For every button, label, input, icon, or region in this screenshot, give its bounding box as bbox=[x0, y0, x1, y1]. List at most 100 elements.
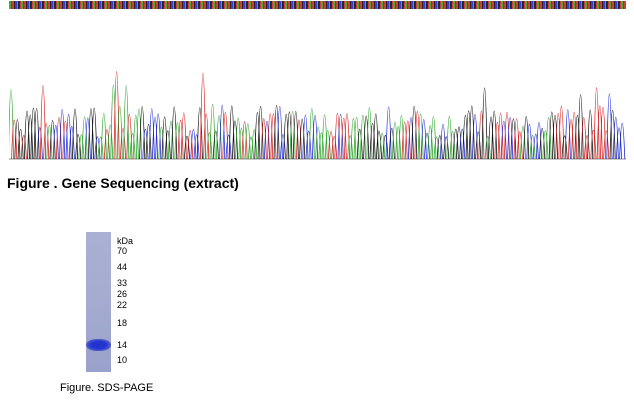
marker-label-18: 18 bbox=[117, 318, 128, 328]
chromatogram-peak bbox=[257, 105, 264, 160]
chromatogram-peak bbox=[43, 123, 50, 160]
chromatogram-peak bbox=[244, 123, 251, 160]
chromatogram-peak bbox=[142, 128, 149, 160]
chromatogram-peak bbox=[520, 125, 526, 160]
chromatogram-peak bbox=[190, 129, 197, 160]
chromatogram-peak bbox=[209, 104, 216, 160]
chromatogram-peak bbox=[603, 130, 610, 160]
chromatogram-peak bbox=[388, 127, 395, 160]
chromatogram-peak bbox=[590, 129, 597, 160]
chromatogram-peak bbox=[382, 135, 389, 160]
chromatogram-peak bbox=[17, 128, 24, 160]
chromatogram-peak bbox=[68, 126, 75, 160]
sequencing-figure-caption: Figure . Gene Sequencing (extract) bbox=[7, 175, 239, 191]
chromatogram-peak bbox=[94, 136, 101, 160]
chromatogram-peak bbox=[539, 127, 546, 160]
marker-label-14: 14 bbox=[117, 340, 128, 350]
kda-unit-label: kDa bbox=[117, 236, 134, 246]
chromatogram-peak bbox=[177, 120, 184, 160]
chromatogram-peak bbox=[532, 133, 539, 160]
chromatogram-peak bbox=[516, 131, 523, 160]
chromatogram-peak bbox=[472, 113, 478, 160]
sequence-letter-strip bbox=[9, 1, 626, 9]
chromatogram-peak bbox=[232, 120, 238, 160]
chromatogram-peak bbox=[321, 114, 328, 160]
chromatogram-peak bbox=[571, 111, 578, 160]
chromatogram-peak bbox=[260, 118, 267, 160]
chromatogram-peak bbox=[24, 110, 30, 160]
chromatogram-peak bbox=[286, 111, 293, 160]
chromatogram-peak bbox=[478, 110, 485, 160]
chromatogram-peak bbox=[206, 132, 213, 160]
chromatogram-peak bbox=[542, 130, 549, 160]
chromatogram-peak bbox=[443, 136, 450, 160]
chromatogram-peak bbox=[545, 117, 552, 160]
chromatogram-peak bbox=[376, 130, 382, 160]
chromatogram-peak bbox=[612, 117, 619, 160]
chromatogram-peak bbox=[241, 121, 248, 160]
chromatogram-peak bbox=[491, 110, 498, 160]
chromatogram-peak bbox=[497, 112, 504, 160]
chromatogram-peak bbox=[104, 129, 110, 160]
chromatogram-peak bbox=[168, 120, 174, 160]
chromatogram-peak bbox=[446, 116, 453, 160]
chromatogram-peak bbox=[97, 136, 104, 160]
chromatogram-peak bbox=[62, 120, 69, 160]
chromatogram-peak bbox=[203, 113, 210, 160]
chromatogram-peak bbox=[110, 85, 117, 160]
gel-lane bbox=[86, 232, 111, 372]
chromatogram-peak bbox=[475, 131, 482, 160]
chromatogram-peak bbox=[398, 115, 405, 160]
chromatogram-peak bbox=[513, 118, 520, 160]
chromatogram-peak bbox=[529, 135, 536, 160]
chromatogram-peak bbox=[88, 108, 94, 160]
chromatogram-peak bbox=[328, 131, 334, 160]
chromatogram-peak bbox=[200, 72, 206, 160]
chromatogram-peak bbox=[552, 115, 558, 160]
chromatogram-peak bbox=[267, 113, 274, 160]
chromatogram-peak bbox=[139, 106, 146, 160]
chromatogram-peak bbox=[462, 115, 469, 160]
chromatogram-peak bbox=[379, 132, 386, 160]
chromatogram-peak bbox=[120, 128, 126, 160]
chromatogram-peak bbox=[148, 108, 155, 160]
chromatogram-peak bbox=[593, 87, 600, 160]
chromatogram-peak bbox=[171, 106, 178, 160]
chromatogram-peak bbox=[440, 123, 446, 160]
chromatogram-peak bbox=[27, 114, 34, 160]
chromatogram-peak bbox=[145, 123, 152, 160]
chromatogram-peak bbox=[561, 135, 568, 160]
marker-label-33: 33 bbox=[117, 278, 128, 288]
chromatogram-peak bbox=[430, 116, 437, 160]
chromatogram-peak bbox=[116, 105, 123, 160]
chromatogram-peak bbox=[459, 128, 466, 160]
chromatogram-peak bbox=[30, 107, 37, 160]
chromatogram-peak bbox=[417, 113, 424, 160]
chromatogram-peak bbox=[84, 117, 91, 160]
chromatogram-peak bbox=[270, 113, 277, 160]
chromatogram-peak bbox=[420, 119, 427, 160]
chromatogram-peak bbox=[33, 107, 40, 160]
chromatogram-peak bbox=[424, 133, 430, 160]
chromatogram-peak bbox=[363, 115, 370, 160]
chromatogram-peak bbox=[427, 125, 434, 160]
chromatogram-peak bbox=[193, 134, 200, 160]
chromatogram-peak bbox=[536, 121, 542, 160]
chromatogram-peak bbox=[526, 123, 533, 160]
chromatogram-peak bbox=[369, 123, 376, 160]
chromatogram-peak bbox=[584, 135, 590, 160]
chromatogram-peak bbox=[129, 133, 136, 160]
chromatogram-peak bbox=[504, 111, 510, 160]
chromatogram-peak bbox=[107, 124, 114, 160]
chromatogram-peak bbox=[488, 116, 494, 160]
chromatogram-peak bbox=[155, 113, 162, 160]
marker-label-26: 26 bbox=[117, 289, 128, 299]
chromatogram-peak bbox=[299, 118, 306, 160]
chromatogram-peak bbox=[161, 116, 168, 160]
chromatogram-peak bbox=[568, 119, 574, 160]
chromatogram-peak bbox=[11, 119, 18, 160]
marker-label-10: 10 bbox=[117, 355, 128, 365]
chromatogram-peak bbox=[510, 118, 517, 160]
chromatogram-peak bbox=[507, 117, 514, 160]
chromatogram-peak bbox=[273, 105, 280, 160]
